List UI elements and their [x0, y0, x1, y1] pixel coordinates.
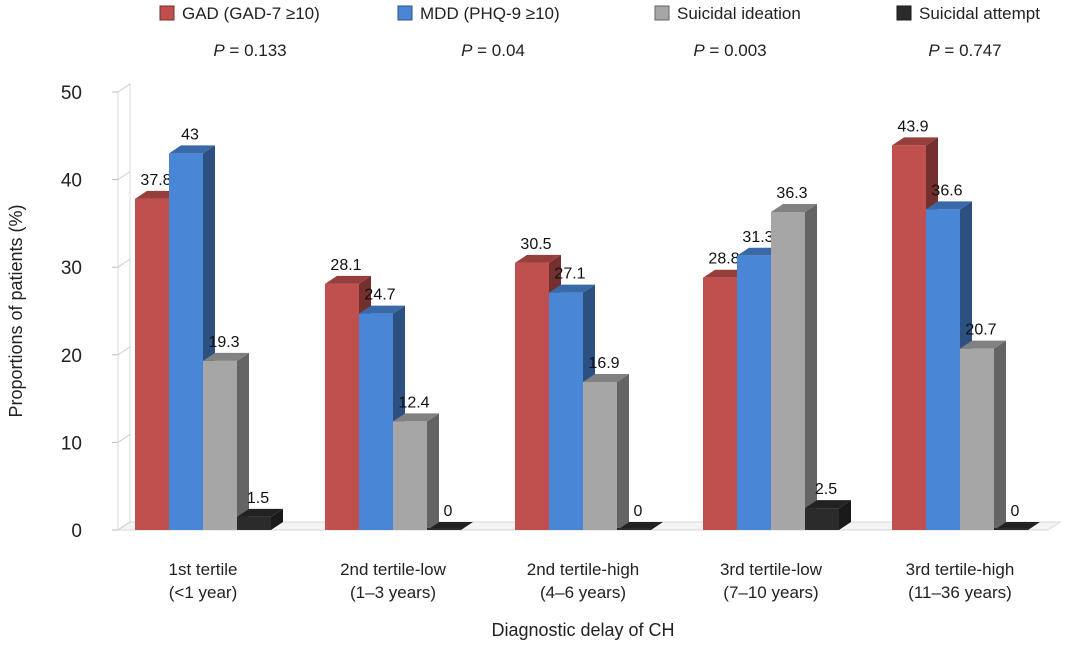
data-label: 16.9: [588, 355, 619, 372]
legend-label: GAD (GAD-7 ≥10): [182, 4, 320, 23]
bar: [737, 255, 771, 530]
bar-side: [839, 500, 851, 530]
data-label: 20.7: [965, 322, 996, 339]
x-tick-label-sub: (7–10 years): [723, 583, 818, 602]
p-value-label: P = 0.747: [928, 41, 1001, 60]
bar-top: [926, 201, 972, 210]
data-label: 43.9: [897, 118, 928, 135]
legend-swatch: [896, 5, 912, 21]
data-label: 37.8: [140, 172, 171, 189]
bar: [169, 153, 203, 530]
x-tick-label-sub: (11–36 years): [908, 583, 1012, 602]
bar-side: [237, 352, 249, 530]
bar: [135, 198, 169, 530]
y-tick-label: 50: [61, 83, 82, 104]
data-label: 1.5: [247, 490, 269, 507]
bar-top: [515, 254, 561, 263]
x-tick-label: 2nd tertile-high: [527, 560, 639, 579]
legend-swatch: [654, 5, 670, 21]
bar: [703, 277, 737, 530]
side-wall: [117, 83, 131, 531]
x-tick-label-sub: (<1 year): [169, 583, 238, 602]
data-label: 36.3: [776, 185, 807, 202]
y-gridline-stub: [117, 258, 131, 268]
legend-label: MDD (PHQ-9 ≥10): [420, 4, 560, 23]
data-label: 28.8: [708, 251, 739, 268]
bar-top: [549, 284, 595, 293]
x-tick-label: 3rd tertile-high: [906, 560, 1015, 579]
x-tick-label: 1st tertile: [169, 560, 238, 579]
y-gridline-stub: [117, 83, 131, 93]
legend-label: Suicidal attempt: [919, 4, 1040, 23]
data-label: 12.4: [398, 394, 429, 411]
bar-top: [892, 137, 938, 146]
bar: [203, 360, 237, 530]
bar: [515, 262, 549, 530]
bar: [617, 528, 651, 530]
data-label: 2.5: [815, 481, 837, 498]
legend-swatch: [397, 5, 413, 21]
p-value-label: P = 0.04: [461, 41, 525, 60]
bar: [583, 381, 617, 530]
y-tick-label: 30: [61, 258, 82, 279]
bar: [393, 421, 427, 530]
bar: [359, 313, 393, 530]
bar: [427, 528, 461, 530]
bar-side: [427, 413, 439, 530]
legend-label: Suicidal ideation: [677, 4, 801, 23]
p-value-label: P = 0.003: [693, 41, 766, 60]
y-gridline-stub: [117, 433, 131, 443]
bar-top: [325, 275, 371, 284]
bar: [892, 145, 926, 530]
bar: [805, 508, 839, 530]
x-tick-label-sub: (1–3 years): [350, 583, 436, 602]
y-tick-label: 20: [61, 346, 82, 367]
data-label: 36.6: [931, 182, 962, 199]
data-label: 19.3: [208, 334, 239, 351]
x-tick-label-sub: (4–6 years): [540, 583, 626, 602]
y-gridline-stub: [117, 346, 131, 356]
bar-top: [237, 508, 283, 517]
bar-top: [169, 145, 215, 154]
bar-side: [994, 340, 1006, 530]
bar: [237, 516, 271, 530]
y-tick-label: 0: [71, 521, 82, 542]
bar-side: [271, 508, 283, 530]
bar: [549, 292, 583, 530]
legend-swatch: [159, 5, 175, 21]
bar-top: [203, 352, 249, 361]
x-axis-title: Diagnostic delay of CH: [491, 620, 674, 640]
data-label: 31.3: [742, 229, 773, 246]
data-label: 43: [181, 126, 199, 143]
bar: [771, 212, 805, 530]
bar-side: [805, 204, 817, 530]
y-axis-title: Proportions of patients (%): [6, 204, 26, 417]
y-tick-label: 40: [61, 171, 82, 192]
y-gridline-stub: [117, 521, 131, 531]
data-label: 28.1: [330, 257, 361, 274]
data-label: 24.7: [364, 287, 395, 304]
data-label: 27.1: [554, 266, 585, 283]
bar-top: [359, 305, 405, 314]
bar: [994, 528, 1028, 530]
bar-top: [805, 500, 851, 509]
bar: [960, 348, 994, 530]
bar-top: [583, 373, 629, 382]
data-label: 0: [1011, 503, 1020, 520]
x-tick-label: 3rd tertile-low: [720, 560, 823, 579]
bar-side: [617, 373, 629, 530]
p-value-label: P = 0.133: [213, 41, 286, 60]
y-tick-label: 10: [61, 433, 82, 454]
bar: [325, 283, 359, 530]
data-label: 30.5: [520, 236, 551, 253]
bar-top: [771, 204, 817, 213]
y-gridline-stub: [117, 171, 131, 181]
bar-top: [393, 413, 439, 422]
data-label: 0: [634, 503, 643, 520]
data-label: 0: [444, 503, 453, 520]
x-tick-label: 2nd tertile-low: [340, 560, 447, 579]
bar-top: [960, 340, 1006, 349]
bar: [926, 209, 960, 530]
